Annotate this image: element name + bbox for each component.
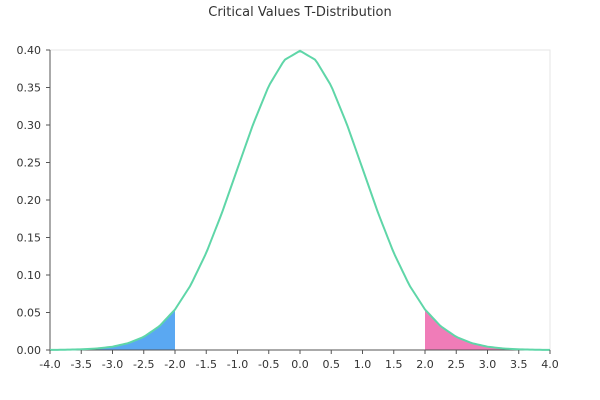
y-axis-ticks: 0.00 0.05 0.10 0.15 0.20 0.25 0.30 0.35 0.40 [17,44,50,357]
x-tick-label: -1.0 [227,358,248,371]
x-tick-label: 1.5 [385,358,403,371]
right-tail-region [425,309,550,350]
density-curve [49,49,551,351]
x-tick-label: -3.5 [71,358,92,371]
x-tick-label: 2.5 [448,358,466,371]
y-tick-label: 0.20 [17,194,42,207]
x-tick-label: -1.5 [196,358,217,371]
axes [49,50,550,351]
x-tick-label: 4.0 [541,358,559,371]
x-tick-label: -2.0 [164,358,185,371]
x-tick-label: 3.5 [510,358,528,371]
x-tick-label: -3.0 [102,358,123,371]
x-tick-label: 1.0 [354,358,372,371]
y-tick-label: 0.15 [17,232,42,245]
y-tick-label: 0.10 [17,269,42,282]
x-tick-label: 0.0 [291,358,309,371]
plot-frame [49,49,551,351]
x-tick-label: -4.0 [39,358,60,371]
y-tick-label: 0.40 [17,44,42,57]
y-tick-label: 0.00 [17,344,42,357]
chart-title: Critical Values T-Distribution [208,5,392,20]
x-tick-label: -0.5 [258,358,279,371]
x-tick-label: 2.0 [416,358,434,371]
y-tick-label: 0.05 [17,307,42,320]
y-tick-label: 0.30 [17,119,42,132]
x-tick-label: 3.0 [479,358,497,371]
x-tick-label: 0.5 [323,358,341,371]
y-tick-label: 0.35 [17,82,42,95]
left-tail-region [50,309,175,350]
density-curve-layer [49,49,551,351]
x-tick-label: -2.5 [133,358,154,371]
y-tick-label: 0.25 [17,157,42,170]
shaded-regions [50,309,550,350]
plot-area: -4.0 -3.5 -3.0 -2.5 -2.0 -1.5 -1.0 -0.5 0.0 0.5 1.… [17,44,559,371]
x-axis-ticks: -4.0 -3.5 -3.0 -2.5 -2.0 -1.5 -1.0 -0.5 0.0 0.5 1.… [39,350,559,371]
